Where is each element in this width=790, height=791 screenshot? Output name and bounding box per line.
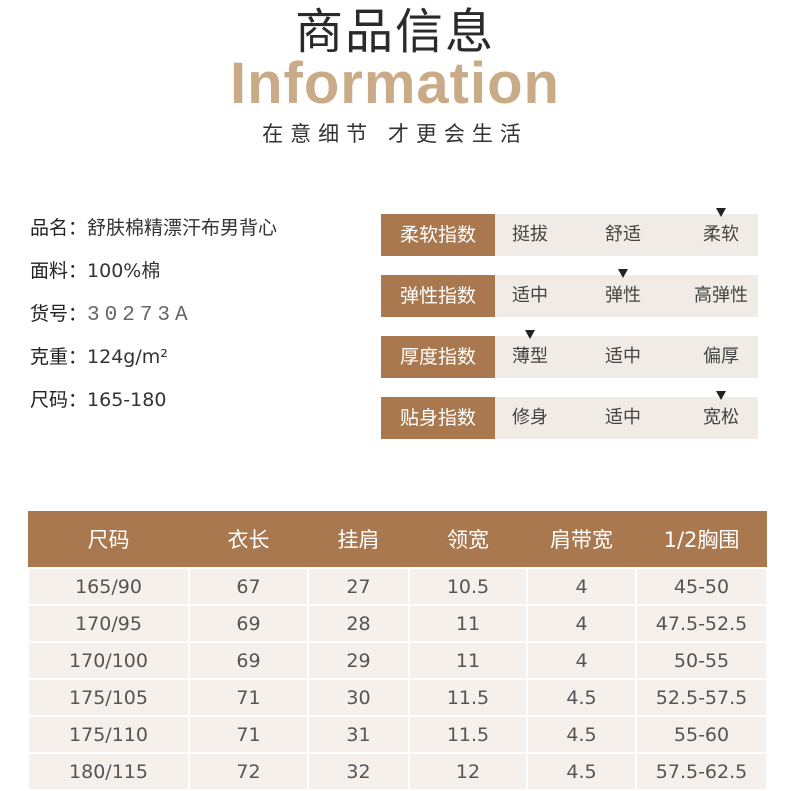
column-header-neck-width: 领宽 [409,511,527,568]
index-options: 修身 适中 宽松 [495,391,758,439]
table-cell: 29 [307,641,410,680]
index-option: 修身 [512,407,548,428]
table-cell: 4.5 [526,715,637,754]
index-options: 适中 弹性 高弹性 [495,269,758,317]
table-cell: 4 [526,641,637,680]
page-subtitle: 在意细节 才更会生活 [262,122,528,146]
index-option: 柔软 [703,224,739,245]
index-option: 宽松 [703,407,739,428]
spec-label: 尺码： [30,389,88,411]
spec-value: 舒肤棉精漂汗布男背心 [87,217,278,239]
spec-label: 品名： [30,217,88,239]
index-label: 贴身指数 [381,397,495,439]
table-cell: 4 [526,567,637,606]
spec-list: 品名：舒肤棉精漂汗布男背心 面料：100%棉 货号：30273A 克重：124g… [30,213,370,428]
spec-value: 100%棉 [87,260,161,282]
spec-row-weight: 克重：124g/m² [30,342,370,385]
table-cell: 11 [408,641,528,680]
spec-row-fabric: 面料：100%棉 [30,256,370,299]
table-cell: 69 [188,641,309,680]
index-option: 舒适 [605,224,641,245]
index-options: 挺拔 舒适 柔软 [495,208,758,256]
table-cell: 11 [408,604,528,643]
index-option: 薄型 [512,346,548,367]
table-cell: 47.5-52.5 [635,604,768,643]
table-cell: 28 [307,604,410,643]
spec-value: 165-180 [87,389,167,411]
table-cell: 57.5-62.5 [635,752,768,791]
table-cell: 67 [188,567,309,606]
selected-marker-icon [716,208,726,217]
page-title-english: Information [230,51,560,116]
table-cell: 71 [188,678,309,717]
table-cell: 11.5 [408,715,528,754]
table-cell: 180/115 [27,752,190,791]
selected-marker-icon [618,269,628,278]
table-cell: 170/95 [27,604,190,643]
table-cell: 71 [188,715,309,754]
spec-value: 124g/m² [87,346,168,368]
index-meters: 柔软指数 挺拔 舒适 柔软 弹性指数 适中 弹性 高弹性 厚度指数 薄型 适中 … [381,208,758,458]
table-cell: 27 [307,567,410,606]
index-option: 偏厚 [703,346,739,367]
table-row: 180/115 72 32 12 4.5 57.5-62.5 [27,752,768,791]
index-label: 弹性指数 [381,275,495,317]
size-table: 尺码 衣长 挂肩 领宽 肩带宽 1/2胸围 165/90 67 27 10.5 … [27,511,768,791]
table-cell: 170/100 [27,641,190,680]
thickness-index: 厚度指数 薄型 适中 偏厚 [381,330,758,378]
fit-index: 贴身指数 修身 适中 宽松 [381,391,758,439]
column-header-size: 尺码 [28,511,189,568]
index-label: 柔软指数 [381,214,495,256]
index-label: 厚度指数 [381,336,495,378]
index-option: 适中 [512,285,548,306]
table-cell: 55-60 [635,715,768,754]
table-cell: 175/110 [27,715,190,754]
table-cell: 4 [526,604,637,643]
table-cell: 4.5 [526,752,637,791]
column-header-length: 衣长 [189,511,308,568]
index-option: 适中 [605,346,641,367]
table-cell: 45-50 [635,567,768,606]
spec-label: 货号： [30,303,88,325]
spec-row-size: 尺码：165-180 [30,385,370,428]
column-header-armhole: 挂肩 [308,511,409,568]
table-row: 175/105 71 30 11.5 4.5 52.5-57.5 [27,678,768,717]
index-option: 高弹性 [694,285,748,306]
table-row: 170/95 69 28 11 4 47.5-52.5 [27,604,768,643]
softness-index: 柔软指数 挺拔 舒适 柔软 [381,208,758,256]
table-cell: 52.5-57.5 [635,678,768,717]
selected-marker-icon [525,330,535,339]
column-header-strap-width: 肩带宽 [527,511,636,568]
table-row: 170/100 69 29 11 4 50-55 [27,641,768,680]
table-row: 165/90 67 27 10.5 4 45-50 [27,567,768,606]
table-cell: 30 [307,678,410,717]
spec-label: 面料： [30,260,88,282]
index-option: 挺拔 [512,224,548,245]
table-cell: 165/90 [27,567,190,606]
selected-marker-icon [716,391,726,400]
table-cell: 10.5 [408,567,528,606]
elasticity-index: 弹性指数 适中 弹性 高弹性 [381,269,758,317]
table-header-row: 尺码 衣长 挂肩 领宽 肩带宽 1/2胸围 [28,511,767,568]
index-options: 薄型 适中 偏厚 [495,330,758,378]
table-cell: 4.5 [526,678,637,717]
table-cell: 50-55 [635,641,768,680]
index-option: 弹性 [605,285,641,306]
page-title: 商品信息 [294,4,495,60]
table-cell: 31 [307,715,410,754]
spec-label: 克重： [30,346,88,368]
spec-value: 30273A [87,304,193,327]
spec-row-name: 品名：舒肤棉精漂汗布男背心 [30,213,370,256]
table-cell: 72 [188,752,309,791]
table-cell: 32 [307,752,410,791]
table-row: 175/110 71 31 11.5 4.5 55-60 [27,715,768,754]
table-cell: 69 [188,604,309,643]
table-cell: 12 [408,752,528,791]
index-option: 适中 [605,407,641,428]
column-header-half-chest: 1/2胸围 [636,511,767,568]
spec-row-item-number: 货号：30273A [30,299,370,342]
table-cell: 175/105 [27,678,190,717]
table-cell: 11.5 [408,678,528,717]
